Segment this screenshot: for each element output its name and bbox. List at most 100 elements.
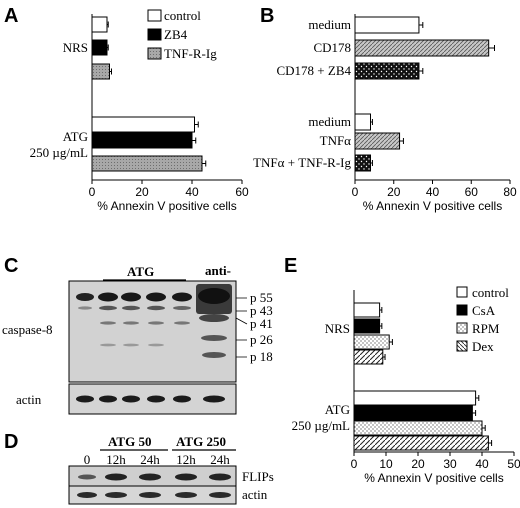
- e-group-label-1: ATG: [325, 402, 350, 417]
- e-xtick-label-2: 20: [411, 457, 425, 471]
- blot-c-marker-26: p 26: [250, 332, 273, 347]
- e-legend-label-2: RPM: [472, 321, 500, 336]
- a-xtick-label-1: 20: [135, 185, 149, 199]
- blot-d: ATG 50 ATG 250 0 12h 24h 12h 24h FLIPs a…: [68, 434, 274, 505]
- blot-c-row1-label: caspase-8: [2, 322, 53, 337]
- e-legend-label-0: control: [472, 285, 509, 300]
- a-bar-g1-s0: [91, 116, 195, 133]
- a-bar-g0-s1: [91, 39, 108, 56]
- blot-d-lane-1: 12h: [106, 452, 126, 467]
- b-xtick-label-1: 20: [387, 185, 401, 199]
- a-xtick-label-2: 40: [185, 185, 199, 199]
- b-bar-2-error: [418, 68, 424, 74]
- blot-d-lane-4: 24h: [210, 452, 230, 467]
- e-bar-g1-s0-error: [475, 395, 480, 401]
- a-x-label: % Annexin V positive cells: [97, 199, 236, 213]
- e-bar-g1-s1: [353, 405, 473, 421]
- a-legend-swatch-1: [147, 28, 162, 41]
- b-bar-2: [354, 62, 420, 80]
- panel-d-label: D: [4, 431, 18, 453]
- blot-c: ATG 0 10 50 100 250 anti- CD95: [2, 263, 273, 415]
- blot-d-row1-label: FLIPs: [242, 469, 274, 484]
- a-bar-g1-s1: [91, 132, 193, 149]
- b-bar-4: [354, 132, 401, 150]
- e-legend-swatch-1: [456, 304, 468, 316]
- a-group-label-0: NRS: [63, 40, 88, 55]
- a-bar-g1-s1-error: [192, 137, 197, 144]
- b-bar-label-5: TNFα + TNF-R-Ig: [253, 155, 351, 170]
- panel-b-label: B: [260, 5, 274, 27]
- e-xtick-label-5: 50: [507, 457, 520, 471]
- blot-d-header2: ATG 250: [176, 434, 226, 449]
- e-bar-g0-s0: [353, 302, 381, 318]
- e-group-label-0: NRS: [325, 321, 350, 336]
- blot-c-actin-bands: [76, 395, 225, 403]
- a-legend-label-0: control: [164, 8, 201, 23]
- b-xtick-label-3: 60: [465, 185, 479, 199]
- a-group-label-1: ATG: [63, 129, 88, 144]
- panel-e-label: E: [284, 255, 297, 277]
- b-bar-5: [354, 154, 371, 172]
- e-xtick-label-0: 0: [351, 457, 358, 471]
- blot-d-row2-label: actin: [242, 487, 268, 502]
- b-bar-3: [354, 113, 371, 131]
- blot-c-marker-55: p 55: [250, 290, 273, 305]
- e-bar-g1-s2: [353, 420, 483, 436]
- e-bar-g0-s1-error: [379, 323, 383, 329]
- a-xtick-label-0: 0: [89, 185, 96, 199]
- b-bar-1: [354, 39, 490, 57]
- e-bar-g1-s0: [353, 390, 477, 406]
- chart-e: 0 10 20 30 40 50 % Annexin V positive cells NRS…: [292, 285, 520, 485]
- blot-d-bands: [77, 473, 231, 498]
- b-bar-0: [354, 16, 420, 34]
- e-group-sublabel-1: 250 µg/mL: [292, 418, 350, 433]
- b-bar-3-error: [370, 119, 373, 125]
- a-bar-g1-s2-error: [202, 160, 207, 167]
- panel-a-label: A: [4, 5, 18, 27]
- e-x-label: % Annexin V positive cells: [364, 471, 503, 485]
- b-bar-label-2: CD178 + ZB4: [276, 63, 351, 78]
- b-bar-4-error: [399, 138, 404, 144]
- blot-d-lane-0: 0: [84, 452, 91, 467]
- blot-c-marker-ticks: [235, 297, 248, 358]
- a-xtick-label-3: 60: [235, 185, 249, 199]
- e-bar-g0-s0-error: [379, 307, 383, 313]
- b-bar-5-error: [370, 160, 373, 166]
- a-bar-g1-s0-error: [194, 121, 199, 128]
- a-bar-g0-s2-error: [109, 68, 112, 75]
- a-legend-swatch-2: [147, 47, 162, 60]
- b-bar-1-error: [488, 45, 495, 51]
- blot-c-anti-line1: anti-: [205, 263, 231, 278]
- blot-c-header: ATG: [127, 264, 154, 279]
- e-legend-label-1: CsA: [472, 303, 496, 318]
- e-bar-g1-s2-error: [482, 425, 486, 431]
- b-xtick-label-2: 40: [426, 185, 440, 199]
- e-bar-g1-s3: [353, 435, 489, 451]
- e-bar-g0-s1: [353, 318, 381, 334]
- blot-c-bands: [76, 284, 232, 358]
- panel-c-label: C: [4, 255, 18, 277]
- e-legend-swatch-2: [456, 322, 468, 334]
- b-bar-label-0: medium: [308, 17, 351, 32]
- blot-c-marker-18: p 18: [250, 349, 273, 364]
- e-bar-g0-s2-error: [389, 339, 393, 345]
- a-bar-g0-s0: [91, 16, 108, 33]
- a-legend-swatch-0: [147, 9, 162, 22]
- e-bar-g0-s3-error: [382, 354, 386, 360]
- e-xtick-label-1: 10: [379, 457, 393, 471]
- e-legend-swatch-3: [456, 340, 468, 352]
- e-legend-label-3: Dex: [472, 339, 494, 354]
- blot-d-header1: ATG 50: [108, 434, 151, 449]
- b-bar-label-4: TNFα: [320, 133, 352, 148]
- e-legend-swatch-0: [456, 286, 468, 298]
- blot-d-lane-2: 24h: [140, 452, 160, 467]
- b-xtick-label-4: 80: [503, 185, 517, 199]
- a-legend-label-1: ZB4: [164, 27, 188, 42]
- blot-c-row2-label: actin: [16, 392, 42, 407]
- e-bar-g1-s3-error: [488, 440, 493, 446]
- a-bar-g0-s1-error: [107, 44, 109, 51]
- blot-d-lane-3: 12h: [176, 452, 196, 467]
- chart-a: 0 20 40 60% Annexin V positive cells NRS ATG2…: [30, 8, 249, 213]
- e-xtick-label-4: 40: [475, 457, 489, 471]
